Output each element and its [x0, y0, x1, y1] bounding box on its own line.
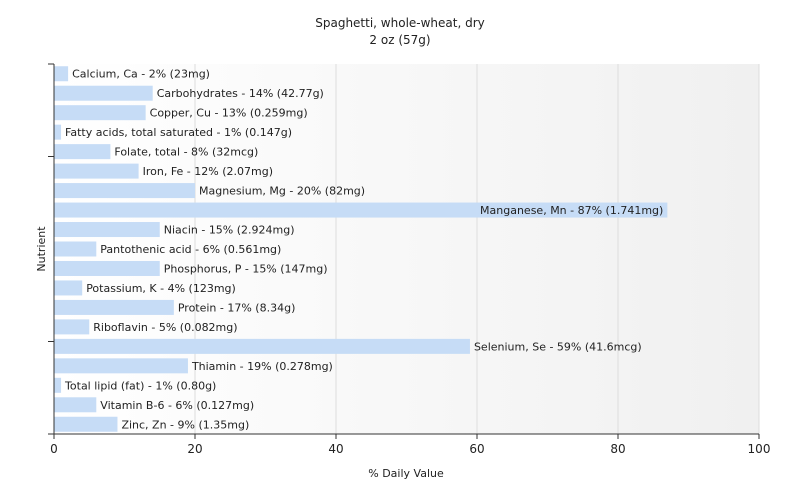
bar-label: Carbohydrates - 14% (42.77g)	[157, 87, 324, 100]
chart-title: Spaghetti, whole-wheat, dry	[315, 16, 485, 30]
bar	[54, 358, 188, 374]
gridlines	[194, 64, 760, 434]
bar	[54, 416, 118, 432]
bar	[54, 124, 62, 140]
bar-label: Potassium, K - 4% (123mg)	[86, 282, 236, 295]
bar	[54, 202, 668, 218]
x-tick-label: 0	[50, 442, 58, 456]
bar	[54, 319, 90, 335]
y-axis-title: Nutrient	[35, 226, 48, 272]
bars-group	[54, 66, 668, 432]
bar	[54, 260, 160, 276]
bar-label: Iron, Fe - 12% (2.07mg)	[143, 165, 273, 178]
bar-label: Niacin - 15% (2.924mg)	[164, 224, 295, 237]
x-tick-label: 20	[187, 442, 202, 456]
bar	[54, 163, 139, 179]
x-tick-label: 100	[748, 442, 771, 456]
chart-subtitle: 2 oz (57g)	[369, 33, 430, 47]
bar	[54, 299, 174, 315]
bar-label: Total lipid (fat) - 1% (0.80g)	[64, 379, 216, 392]
x-tick-label: 60	[469, 442, 484, 456]
bar	[54, 397, 97, 413]
bar	[54, 222, 160, 238]
bar-label: Copper, Cu - 13% (0.259mg)	[150, 107, 308, 120]
bar-label: Thiamin - 19% (0.278mg)	[191, 360, 333, 373]
bar	[54, 377, 62, 393]
bar-label: Magnesium, Mg - 20% (82mg)	[199, 185, 365, 198]
bar	[54, 144, 111, 160]
bar-label: Zinc, Zn - 9% (1.35mg)	[121, 418, 249, 431]
bar	[54, 66, 69, 82]
bar	[54, 105, 146, 121]
bar	[54, 183, 195, 199]
y-axis-ticks	[48, 63, 54, 435]
x-tick-label: 40	[328, 442, 343, 456]
bar-label: Selenium, Se - 59% (41.6mcg)	[474, 340, 642, 353]
bar	[54, 241, 97, 257]
x-axis-title: % Daily Value	[368, 467, 444, 480]
bar-label: Calcium, Ca - 2% (23mg)	[72, 68, 210, 81]
bar-label: Folate, total - 8% (32mcg)	[114, 146, 258, 159]
bar-label: Riboflavin - 5% (0.082mg)	[93, 321, 237, 334]
x-axis-ticks: 0 20 40 60 80 100	[50, 434, 770, 456]
bar	[54, 85, 153, 101]
bar-label: Phosphorus, P - 15% (147mg)	[164, 262, 328, 275]
bar	[54, 338, 470, 354]
bar-label: Manganese, Mn - 87% (1.741mg)	[480, 204, 663, 217]
bar-label: Protein - 17% (8.34g)	[178, 301, 296, 314]
bar	[54, 280, 83, 296]
bar-label: Fatty acids, total saturated - 1% (0.147…	[65, 126, 292, 139]
bar-labels-group: Calcium, Ca - 2% (23mg) Carbohydrates - 1…	[64, 68, 663, 432]
bar-label: Vitamin B-6 - 6% (0.127mg)	[100, 399, 254, 412]
bar-label: Pantothenic acid - 6% (0.561mg)	[100, 243, 281, 256]
x-tick-label: 80	[610, 442, 625, 456]
